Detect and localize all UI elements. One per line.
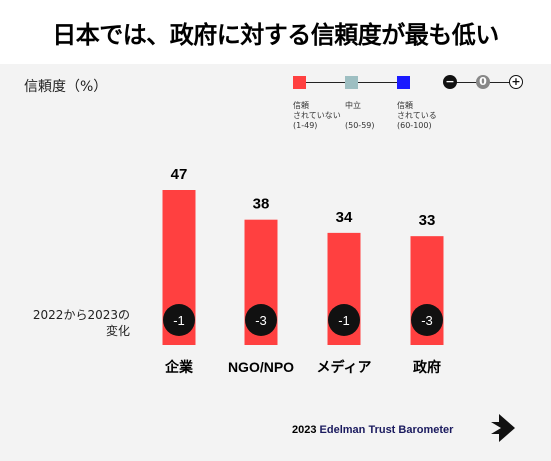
bar-value-label: 38 [253,196,270,213]
brand-name: Edelman Trust Barometer [319,424,454,436]
scale-zero: 0 [476,75,490,89]
category-label: 政府 [413,359,441,375]
legend-trust-range: (60-100) [397,121,432,130]
legend-item-trust: 信頼 されている (60-100) [397,101,437,131]
change-marker [245,304,277,336]
legend-distrust-line2: されていない [293,111,341,120]
bar-value-label: 34 [336,209,353,226]
legend-neutral-line1: 中立 [345,101,361,110]
edelman-arrow-icon [491,414,515,442]
legend-swatch-neutral [345,76,358,89]
change-value-label: -3 [255,313,267,328]
change-marker [411,304,443,336]
y-axis-label: 信頼度（%） [24,79,108,95]
legend-distrust-line1: 信頼 [293,101,309,110]
change-label: 2022から2023の変化 [32,308,130,338]
legend-item-distrust: 信頼 されていない (1-49) [293,101,341,131]
legend-distrust-range: (1-49) [293,121,318,130]
category-label: NGO/NPO [228,359,294,375]
scale-plus: + [509,75,523,89]
brand-label: 2023 Edelman Trust Barometer [292,424,453,436]
scale-minus: − [443,75,457,89]
category-label: 企業 [164,359,194,375]
page-title: 日本では、政府に対する信頼度が最も低い [52,20,499,49]
legend-item-neutral: 中立 (50-59) [345,101,375,131]
legend-trust-line1: 信頼 [397,101,413,110]
legend-neutral-range: (50-59) [345,121,375,130]
change-value-label: -1 [338,313,350,328]
change-marker [328,304,360,336]
bar-value-label: 33 [419,212,436,229]
brand-year: 2023 [292,424,317,436]
legend-swatch-distrust [293,76,306,89]
change-value-label: -1 [173,313,185,328]
legend-swatch-trust [397,76,410,89]
bar-value-label: 47 [171,166,188,183]
category-label: メディア [316,359,371,375]
legend-trust-line2: されている [397,111,437,120]
change-marker [163,304,195,336]
change-value-label: -3 [421,313,433,328]
